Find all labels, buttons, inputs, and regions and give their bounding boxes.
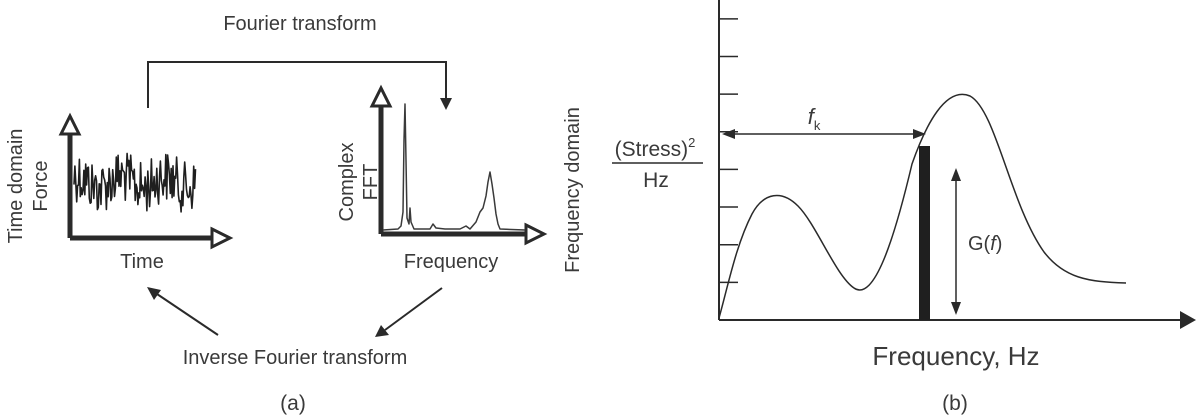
panel-a-caption: (a) xyxy=(280,392,306,415)
frequency-axis-label: Frequency xyxy=(404,251,499,273)
gf-top-arrowhead xyxy=(951,168,961,181)
frequency-band-bar xyxy=(919,146,930,320)
fk-left-arrowhead xyxy=(722,129,735,139)
panel-b: (Stress)2 Hz fk G(f) Frequency, Hz (b) xyxy=(612,0,1196,415)
stress-exponent: 2 xyxy=(688,135,695,150)
fk-subscript: k xyxy=(814,118,821,133)
fourier-transform-arrow xyxy=(147,61,447,108)
inverse-to-time-arrow xyxy=(156,293,219,336)
fk-label: fk xyxy=(808,104,821,133)
time-domain-label: Time domain xyxy=(5,129,27,244)
hz-denominator-label: Hz xyxy=(643,169,669,192)
panel-b-caption: (b) xyxy=(942,392,968,415)
gf-label: G(f) xyxy=(968,233,1002,255)
fft-to-inverse-arrowhead xyxy=(375,325,389,337)
fft-plot-axes xyxy=(369,84,548,246)
fk-right-arrowhead xyxy=(913,129,926,139)
inverse-to-time-arrowhead xyxy=(147,287,161,300)
force-axis-label: Force xyxy=(30,160,52,211)
time-plot-axes xyxy=(58,112,234,250)
fourier-transform-label: Fourier transform xyxy=(223,13,376,35)
stress-squared-label: (Stress)2 xyxy=(615,135,696,161)
time-plot-y-arrowhead xyxy=(58,112,82,136)
time-plot-x-arrowhead xyxy=(210,226,234,250)
fft-to-inverse-arrow xyxy=(384,287,443,331)
frequency-domain-label: Frequency domain xyxy=(562,107,584,273)
psd-y-ticks xyxy=(719,18,738,284)
inverse-fourier-transform-label: Inverse Fourier transform xyxy=(183,347,408,369)
fourier-transform-arrowhead xyxy=(440,98,452,110)
gf-bottom-arrowhead xyxy=(951,302,961,315)
psd-x-axis-label: Frequency, Hz xyxy=(872,341,1039,371)
fft-spectrum-trace xyxy=(382,103,526,231)
complex-fft-label-line2: FFT xyxy=(360,164,382,201)
panel-a: Fourier transform Time domain Force Time… xyxy=(5,13,584,415)
complex-fft-label-line1: Complex xyxy=(336,143,358,222)
time-axis-label: Time xyxy=(120,251,164,273)
psd-x-arrowhead xyxy=(1180,311,1196,329)
fft-plot-x-arrowhead xyxy=(524,222,548,246)
psd-curve xyxy=(718,93,1127,319)
fft-plot-y-arrowhead xyxy=(369,84,393,108)
time-signal-trace xyxy=(73,152,197,213)
